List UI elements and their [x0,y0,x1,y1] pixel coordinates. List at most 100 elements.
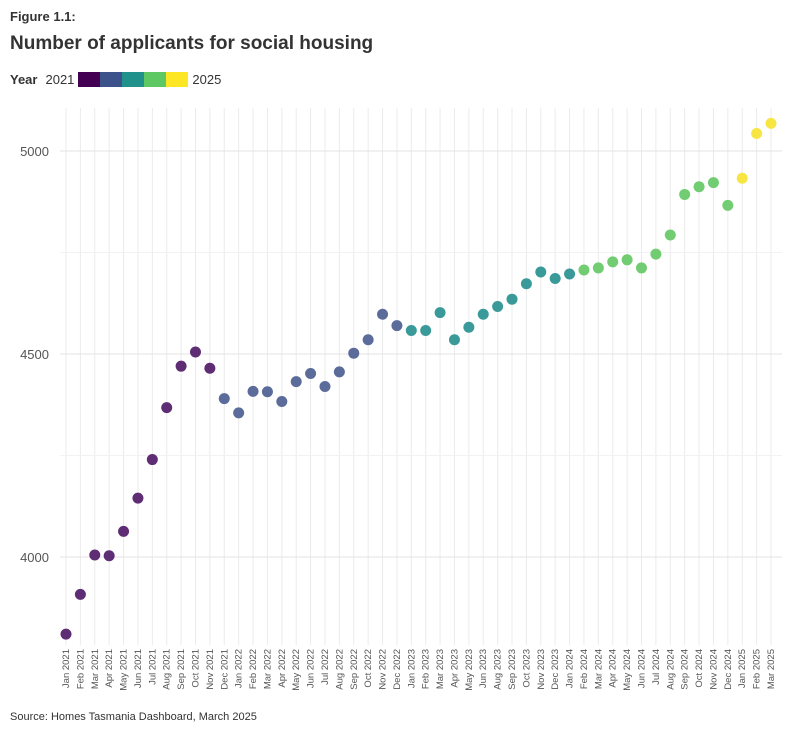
x-tick-label: Aug 2023 [493,649,504,690]
data-point [736,172,748,184]
data-point [377,308,389,320]
data-point [636,262,648,274]
chart-title: Number of applicants for social housing [10,33,374,54]
x-tick-label: Apr 2023 [449,649,460,688]
x-tick-label: Mar 2025 [766,649,777,689]
data-point [103,550,115,562]
data-point [218,393,230,405]
data-point [405,324,417,336]
y-tick-label: 4500 [20,347,49,362]
data-point [549,272,561,284]
x-tick-label: Jan 2021 [61,649,72,688]
x-tick-label: Jan 2024 [565,649,576,688]
data-point [420,324,432,336]
x-tick-label: Mar 2021 [90,649,101,689]
legend-swatch [144,71,167,87]
data-point [60,628,72,640]
x-tick-label: May 2023 [464,649,475,691]
x-tick-label: Nov 2022 [378,649,389,690]
data-point [679,188,691,200]
x-tick-label: Jul 2024 [651,649,662,685]
x-tick-label: Oct 2024 [694,649,705,688]
x-tick-label: Feb 2023 [421,649,432,689]
x-tick-label: Apr 2021 [104,649,115,688]
data-point [391,320,403,332]
x-tick-label: Mar 2022 [262,649,273,689]
x-tick-label: Sep 2024 [680,649,691,690]
legend-title: Year [10,71,38,87]
x-tick-label: Mar 2024 [593,649,604,689]
x-tick-label: Sep 2022 [349,649,360,690]
data-point [607,256,619,268]
x-tick-label: Sep 2023 [507,649,518,690]
data-point [247,385,259,397]
legend-swatch [122,71,145,87]
x-tick-label: Apr 2022 [277,649,288,688]
x-tick-label: Dec 2024 [723,649,734,690]
x-tick-label: Aug 2022 [334,649,345,690]
data-point [621,254,633,266]
data-point [592,262,604,274]
data-point [520,278,532,290]
data-point [146,454,158,466]
data-point [578,264,590,276]
x-tick-label: Nov 2023 [536,649,547,690]
x-tick-label: Feb 2024 [579,649,590,689]
data-point [348,347,360,359]
x-tick-label: Aug 2021 [162,649,173,690]
legend-swatch [100,71,123,87]
data-point [261,386,273,398]
x-tick-label: Dec 2023 [550,649,561,690]
x-tick-label: Dec 2021 [219,649,230,690]
x-tick-label: May 2024 [622,649,633,691]
x-tick-label: Dec 2022 [392,649,403,690]
data-point [650,248,662,260]
data-point [362,334,374,346]
x-tick-label: Feb 2025 [752,649,763,689]
x-tick-label: Sep 2021 [176,649,187,690]
data-point [535,266,547,278]
data-point [492,300,504,312]
data-point [477,308,489,320]
data-point [132,492,144,504]
data-point [564,268,576,280]
x-tick-label: May 2021 [119,649,130,691]
data-point [664,229,676,241]
x-tick-label: May 2022 [291,649,302,691]
x-tick-label: Nov 2024 [708,649,719,690]
y-tick-label: 5000 [20,144,49,159]
y-tick-label: 4000 [20,550,49,565]
data-point [290,376,302,388]
legend-swatch [78,71,101,87]
data-point [434,307,446,319]
color-legend: Year 2021 2025 [10,70,221,88]
data-point [189,346,201,358]
data-point [751,128,763,140]
x-tick-label: Oct 2022 [363,649,374,688]
x-tick-label: Nov 2021 [205,649,216,690]
data-point [319,380,331,392]
x-tick-label: Jun 2023 [478,649,489,688]
legend-end-label: 2025 [192,71,222,87]
data-point [722,199,734,211]
legend-start-label: 2021 [45,71,75,87]
grid-layer [60,108,782,645]
x-tick-label: Jun 2024 [637,649,648,688]
x-tick-label: Jan 2022 [234,649,245,688]
x-tick-label: Oct 2023 [521,649,532,688]
data-point [204,362,216,374]
data-point [276,396,288,408]
x-tick-label: Jul 2021 [147,649,158,685]
data-point [305,367,317,379]
data-point [161,402,173,414]
x-tick-label: Jun 2022 [306,649,317,688]
data-point [118,525,130,537]
data-point [333,366,345,378]
x-tick-label: Jul 2022 [320,649,331,685]
data-point [765,117,777,129]
data-point [233,407,245,419]
x-tick-label: Jan 2023 [406,649,417,688]
x-tick-label: Feb 2021 [75,649,86,689]
